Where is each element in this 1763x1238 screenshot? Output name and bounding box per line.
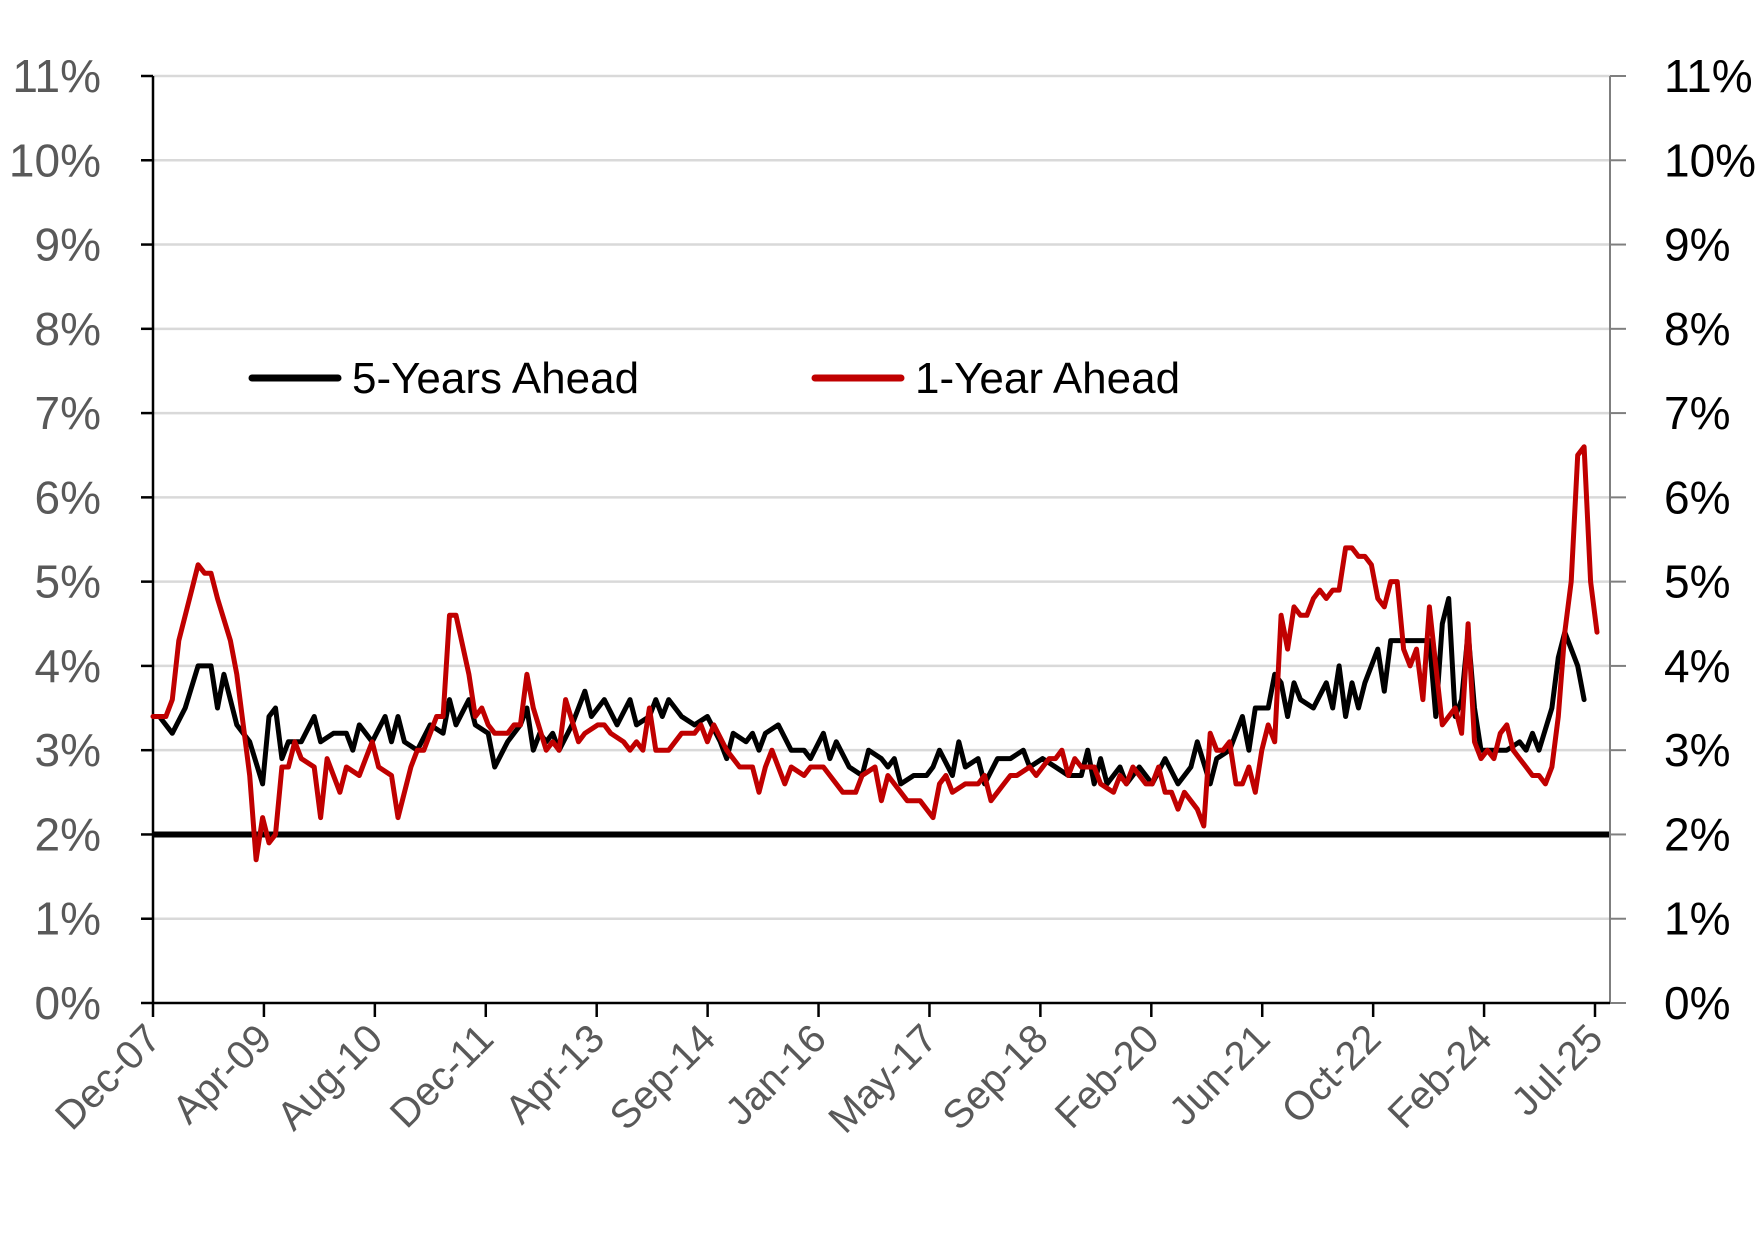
legend: 5-Years Ahead 1-Year Ahead: [248, 354, 1180, 403]
x-tick-label: Apr-13: [497, 1016, 613, 1132]
y-tick-label-right: 11%: [1664, 50, 1753, 102]
series-lines: [150, 444, 1600, 863]
y-tick-label-left: 6%: [35, 471, 101, 523]
x-tick-label: Jun-21: [1161, 1016, 1279, 1134]
y-tick-label-right: 1%: [1664, 893, 1730, 945]
x-tick-label: Feb-24: [1380, 1016, 1501, 1137]
x-tick-label: Oct-22: [1274, 1016, 1390, 1132]
chart-axes: [151, 76, 1611, 1005]
x-tick-label: Dec-11: [382, 1016, 502, 1136]
y-tick-label-left: 11%: [12, 50, 101, 102]
y-tick-label-left: 0%: [35, 977, 101, 1029]
x-tick-label: Aug-10: [269, 1016, 391, 1138]
x-tick-label: Feb-20: [1047, 1016, 1168, 1137]
y-tick-label-left: 3%: [35, 724, 101, 776]
y-tick-label-left: 9%: [35, 219, 101, 271]
series-line-five-year: [156, 596, 1587, 787]
x-tick-label: Sep-14: [602, 1016, 724, 1138]
legend-label-one-year: 1-Year Ahead: [915, 354, 1180, 403]
x-tick-label: Jan-16: [717, 1016, 835, 1134]
left-y-axis-ticks: 0% 1% 2% 3% 4% 5% 6% 7% 8% 9% 10% 11%: [9, 50, 153, 1029]
y-tick-label-right: 9%: [1664, 219, 1730, 271]
y-tick-label-right: 2%: [1664, 808, 1730, 860]
y-tick-label-right: 4%: [1664, 640, 1730, 692]
y-tick-label-left: 4%: [35, 640, 101, 692]
y-tick-label-left: 10%: [9, 134, 101, 186]
y-tick-label-right: 6%: [1664, 471, 1730, 523]
y-tick-label-right: 8%: [1664, 303, 1730, 355]
y-tick-label-left: 1%: [35, 893, 101, 945]
legend-label-five-year: 5-Years Ahead: [352, 354, 639, 403]
x-tick-label: Sep-18: [934, 1016, 1056, 1138]
y-tick-label-left: 5%: [35, 556, 101, 608]
x-tick-label: Jul-25: [1503, 1016, 1611, 1124]
x-tick-label: Dec-07: [47, 1016, 169, 1138]
right-y-axis-ticks: 0% 1% 2% 3% 4% 5% 6% 7% 8% 9% 10% 11%: [1610, 50, 1756, 1029]
y-tick-label-right: 5%: [1664, 556, 1730, 608]
x-tick-label: Apr-09: [164, 1016, 280, 1132]
y-tick-label-left: 7%: [35, 387, 101, 439]
y-tick-label-right: 0%: [1664, 977, 1730, 1029]
series-line-one-year: [150, 444, 1600, 863]
x-axis-ticks: Dec-07Apr-09Aug-10Dec-11Apr-13Sep-14Jan-…: [47, 1003, 1611, 1142]
y-tick-label-right: 10%: [1664, 134, 1756, 186]
x-tick-label: May-17: [820, 1016, 945, 1141]
y-tick-label-right: 3%: [1664, 724, 1730, 776]
y-tick-label-left: 8%: [35, 303, 101, 355]
y-tick-label-left: 2%: [35, 808, 101, 860]
y-tick-label-right: 7%: [1664, 387, 1730, 439]
